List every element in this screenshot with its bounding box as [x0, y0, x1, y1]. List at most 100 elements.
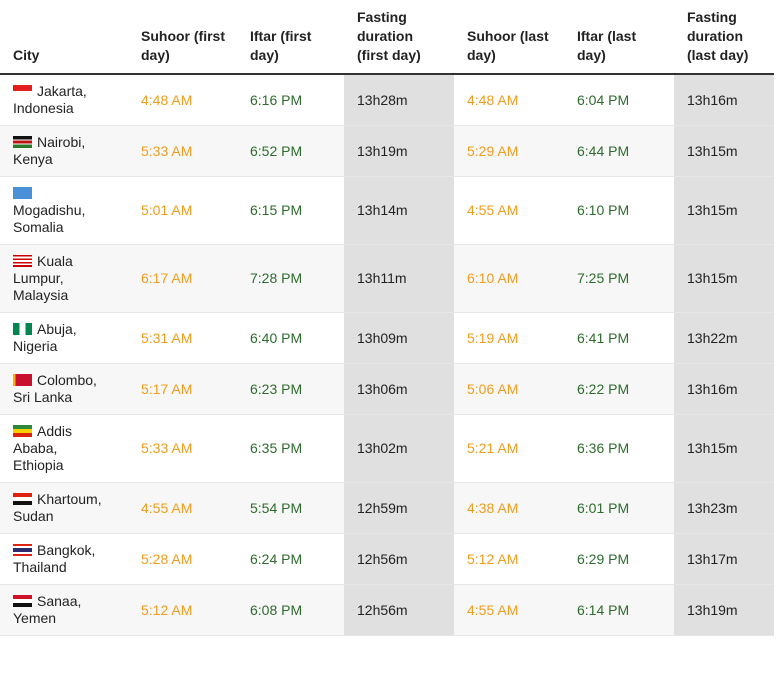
time-cell: 7:25 PM — [564, 244, 674, 313]
city-name: Jakarta, Indonesia — [13, 83, 87, 116]
time-cell: 6:44 PM — [564, 125, 674, 177]
time-cell: 6:10 PM — [564, 176, 674, 245]
time-cell: 13h02m — [344, 414, 454, 483]
time-cell: 5:06 AM — [454, 363, 564, 415]
flag-icon — [13, 187, 32, 199]
time-cell: 12h56m — [344, 533, 454, 585]
time-cell: 13h16m — [674, 363, 774, 415]
time-cell: 6:36 PM — [564, 414, 674, 483]
header-row: City Suhoor (first day) Iftar (first day) F… — [0, 0, 774, 75]
time-cell: 5:21 AM — [454, 414, 564, 483]
table-body: Jakarta, Indonesia 4:48 AM 6:16 PM 13h28m 4:… — [0, 74, 774, 636]
city-name: Mogadishu, Somalia — [13, 202, 86, 235]
city-cell: Kuala Lumpur, Malaysia — [0, 244, 128, 313]
flag-icon — [13, 85, 32, 97]
time-cell: 13h14m — [344, 176, 454, 245]
city-cell: Mogadishu, Somalia — [0, 176, 128, 245]
city-name: Khartoum, Sudan — [13, 491, 102, 524]
fasting-table: City Suhoor (first day) Iftar (first day) F… — [0, 0, 774, 636]
time-cell: 6:40 PM — [237, 312, 344, 364]
time-cell: 12h59m — [344, 482, 454, 534]
time-cell: 6:10 AM — [454, 244, 564, 313]
time-cell: 6:41 PM — [564, 312, 674, 364]
flag-icon — [13, 595, 32, 607]
time-cell: 5:17 AM — [128, 363, 237, 415]
table-row: Sanaa, Yemen 5:12 AM 6:08 PM 12h56m 4:55 AM 6… — [0, 584, 774, 636]
table-row: Khartoum, Sudan 4:55 AM 5:54 PM 12h59m 4:38 … — [0, 482, 774, 534]
column-header: Suhoor (last day) — [454, 0, 564, 75]
city-name: Colombo, Sri Lanka — [13, 372, 97, 405]
flag-icon — [13, 136, 32, 148]
time-cell: 5:19 AM — [454, 312, 564, 364]
time-cell: 13h17m — [674, 533, 774, 585]
city-name: Addis Ababa, Ethiopia — [13, 423, 73, 473]
time-cell: 12h56m — [344, 584, 454, 636]
time-cell: 6:22 PM — [564, 363, 674, 415]
time-cell: 13h22m — [674, 312, 774, 364]
flag-icon — [13, 374, 32, 386]
flag-icon — [13, 493, 32, 505]
time-cell: 5:01 AM — [128, 176, 237, 245]
time-cell: 6:52 PM — [237, 125, 344, 177]
time-cell: 4:55 AM — [454, 584, 564, 636]
time-cell: 6:15 PM — [237, 176, 344, 245]
time-cell: 6:35 PM — [237, 414, 344, 483]
city-name: Abuja, Nigeria — [13, 321, 77, 354]
time-cell: 5:33 AM — [128, 125, 237, 177]
time-cell: 4:55 AM — [128, 482, 237, 534]
time-cell: 6:17 AM — [128, 244, 237, 313]
time-cell: 4:48 AM — [128, 74, 237, 126]
time-cell: 13h23m — [674, 482, 774, 534]
city-cell: Addis Ababa, Ethiopia — [0, 414, 128, 483]
time-cell: 4:38 AM — [454, 482, 564, 534]
time-cell: 13h19m — [344, 125, 454, 177]
time-cell: 4:48 AM — [454, 74, 564, 126]
time-cell: 13h15m — [674, 176, 774, 245]
city-cell: Abuja, Nigeria — [0, 312, 128, 364]
time-cell: 13h09m — [344, 312, 454, 364]
time-cell: 5:28 AM — [128, 533, 237, 585]
time-cell: 7:28 PM — [237, 244, 344, 313]
time-cell: 13h15m — [674, 125, 774, 177]
time-cell: 5:33 AM — [128, 414, 237, 483]
time-cell: 5:12 AM — [454, 533, 564, 585]
column-header: Iftar (first day) — [237, 0, 344, 75]
time-cell: 13h06m — [344, 363, 454, 415]
column-header: Suhoor (first day) — [128, 0, 237, 75]
table-row: Bangkok, Thailand 5:28 AM 6:24 PM 12h56m 5:1… — [0, 533, 774, 585]
time-cell: 4:55 AM — [454, 176, 564, 245]
time-cell: 6:08 PM — [237, 584, 344, 636]
city-name: Nairobi, Kenya — [13, 134, 86, 167]
flag-icon — [13, 425, 32, 437]
time-cell: 5:29 AM — [454, 125, 564, 177]
column-header: Fasting duration (first day) — [344, 0, 454, 75]
flag-icon — [13, 544, 32, 556]
time-cell: 13h15m — [674, 414, 774, 483]
city-name: Sanaa, Yemen — [13, 593, 82, 626]
table-row: Jakarta, Indonesia 4:48 AM 6:16 PM 13h28m 4:… — [0, 74, 774, 126]
flag-icon — [13, 255, 32, 267]
time-cell: 6:24 PM — [237, 533, 344, 585]
column-header: Fasting duration (last day) — [674, 0, 774, 75]
time-cell: 13h11m — [344, 244, 454, 313]
city-cell: Jakarta, Indonesia — [0, 74, 128, 126]
table-row: Colombo, Sri Lanka 5:17 AM 6:23 PM 13h06m 5:… — [0, 363, 774, 415]
city-cell: Khartoum, Sudan — [0, 482, 128, 534]
time-cell: 6:23 PM — [237, 363, 344, 415]
table-row: Mogadishu, Somalia 5:01 AM 6:15 PM 13h14m 4:… — [0, 176, 774, 245]
column-header: Iftar (last day) — [564, 0, 674, 75]
table-row: Kuala Lumpur, Malaysia 6:17 AM 7:28 PM 13h1… — [0, 244, 774, 313]
city-name: Kuala Lumpur, Malaysia — [13, 253, 73, 303]
time-cell: 13h28m — [344, 74, 454, 126]
flag-icon — [13, 323, 32, 335]
city-name: Bangkok, Thailand — [13, 542, 96, 575]
time-cell: 5:31 AM — [128, 312, 237, 364]
table-row: Addis Ababa, Ethiopia 5:33 AM 6:35 PM 13h02… — [0, 414, 774, 483]
time-cell: 13h15m — [674, 244, 774, 313]
time-cell: 6:29 PM — [564, 533, 674, 585]
time-cell: 6:04 PM — [564, 74, 674, 126]
time-cell: 6:14 PM — [564, 584, 674, 636]
time-cell: 5:54 PM — [237, 482, 344, 534]
city-cell: Sanaa, Yemen — [0, 584, 128, 636]
time-cell: 6:16 PM — [237, 74, 344, 126]
